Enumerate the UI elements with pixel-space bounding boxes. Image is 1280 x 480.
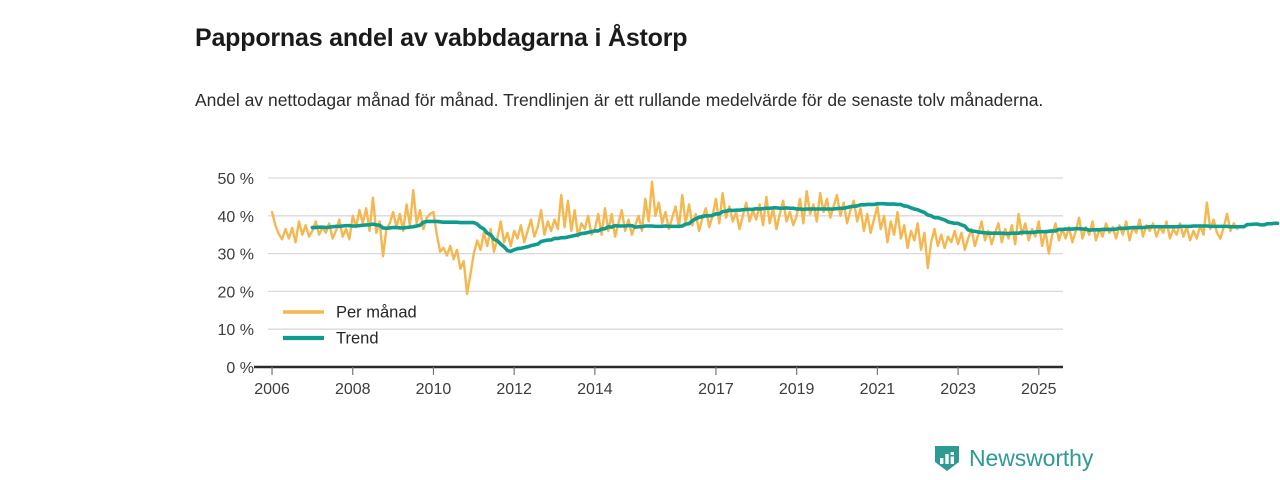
chart-plot-area: 0 % 10 % 20 % 30 % 40 % 50 % 2006 2008 2010 2012 2…: [0, 150, 1280, 410]
chart-subtitle: Andel av nettodagar månad för månad. Tre…: [195, 89, 1044, 110]
page-title: Pappornas andel av vabbdagarna i Åstorp: [195, 23, 688, 52]
x-axis-tick-label: 2017: [698, 381, 734, 398]
x-axis-tick-label: 2025: [1021, 381, 1057, 398]
x-axis-tick-label: 2006: [254, 381, 290, 398]
x-axis-tick-label: 2014: [577, 381, 613, 398]
legend-label: Trend: [336, 329, 379, 347]
x-axis-tick-label: 2010: [416, 381, 452, 398]
bar-chart-shield-icon: [935, 446, 959, 471]
series-line-per-m-nad: [270, 180, 1239, 296]
y-axis-tick-label: 0 %: [226, 360, 254, 377]
x-axis-tick-label: 2019: [779, 381, 815, 398]
newsworthy-logo: Newsworthy: [932, 443, 1093, 473]
x-axis-tick-label: 2023: [940, 381, 976, 398]
y-axis-tick-label: 30 %: [218, 247, 254, 264]
x-axis-tick-label: 2012: [496, 381, 532, 398]
y-axis-tick-label: 40 %: [218, 209, 254, 226]
x-axis-tick-label: 2008: [335, 381, 371, 398]
x-axis-tick-label: 2021: [860, 381, 896, 398]
series-line-trend: [310, 201, 1280, 254]
y-axis-tick-label: 10 %: [218, 322, 254, 339]
line-chart: 0 % 10 % 20 % 30 % 40 % 50 % 2006 2008 2010 2012 2…: [218, 171, 1280, 398]
logo-text: Newsworthy: [969, 444, 1094, 471]
y-axis-tick-label: 20 %: [218, 284, 254, 301]
legend-label: Per månad: [336, 303, 417, 321]
y-axis-tick-label: 50 %: [218, 171, 254, 188]
